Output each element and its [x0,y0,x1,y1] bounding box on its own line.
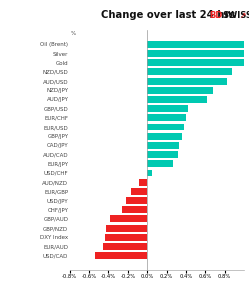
Bar [147,124,184,130]
Bar [147,87,213,94]
Bar [147,114,186,121]
Bar [147,50,249,57]
Bar [147,169,152,176]
Bar [147,133,182,140]
Text: %: % [71,31,76,36]
Bar [105,234,147,241]
Bar [147,160,173,167]
Bar [126,197,147,204]
Bar [147,151,178,158]
Text: SWISS: SWISS [222,11,249,20]
Bar [131,188,147,195]
Bar [147,41,249,48]
Text: +1.16%: +1.16% [153,60,179,65]
Text: BD: BD [209,11,223,20]
Bar [147,68,232,75]
Bar [147,142,179,149]
Text: +2.39%: +2.39% [153,42,178,47]
Bar [139,179,147,186]
Bar [103,243,147,250]
Bar [147,96,207,103]
Bar [106,225,147,232]
Text: ↗: ↗ [240,11,246,20]
Bar [147,105,188,112]
Text: Change over last 24 hrs: Change over last 24 hrs [101,11,235,20]
Bar [147,59,249,66]
Bar [147,78,227,85]
Bar [110,215,147,222]
Text: +1.99%: +1.99% [153,51,178,56]
Bar [95,252,147,259]
Bar [122,206,147,213]
